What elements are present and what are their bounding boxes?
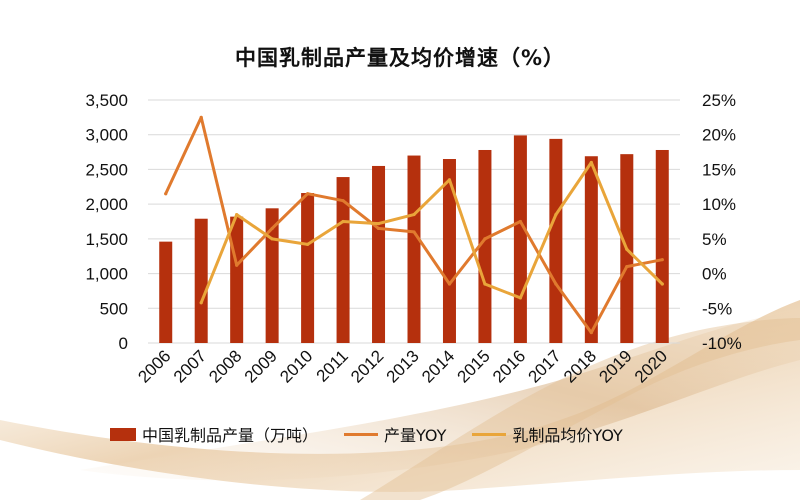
line-series <box>164 115 664 335</box>
left-axis-tick-label: 2,000 <box>85 195 128 214</box>
x-axis-tick-label: 2013 <box>383 346 423 386</box>
right-axis-tick-label: 15% <box>702 160 736 179</box>
bar <box>407 155 421 343</box>
bar <box>655 149 669 343</box>
background-decoration <box>0 300 800 500</box>
point-price-yoy <box>660 282 664 286</box>
left-axis-tick-label: 3,000 <box>85 126 128 145</box>
x-axis-tick-label: 2016 <box>489 346 529 386</box>
bar <box>230 216 244 343</box>
bar <box>336 177 350 343</box>
point-price-yoy <box>376 221 381 226</box>
bar <box>584 156 598 343</box>
x-axis-tick-label: 2008 <box>205 346 245 386</box>
right-axis-tick-label: 20% <box>702 126 736 145</box>
x-axis-tick-label: 2014 <box>418 346 458 386</box>
point-production-yoy <box>554 282 558 286</box>
x-axis-tick-label: 2015 <box>454 346 494 386</box>
legend-swatch-bar <box>110 427 136 441</box>
point-production-yoy <box>341 199 345 203</box>
x-axis-tick-label: 2007 <box>170 346 210 386</box>
point-production-yoy <box>589 330 593 335</box>
point-production-yoy <box>270 226 274 231</box>
point-price-yoy <box>235 212 239 217</box>
legend-label-price-yoy: 乳制品均价YOY <box>512 426 623 445</box>
legend-item-production-yoy: 产量YOY <box>344 422 446 446</box>
legend: 中国乳制品产量（万吨） 产量YOY 乳制品均价YOY <box>110 422 623 446</box>
point-production-yoy <box>625 265 629 269</box>
left-axis-tick-label: 0 <box>119 334 128 353</box>
bar <box>265 208 279 343</box>
point-price-yoy <box>625 247 629 251</box>
legend-label-production: 中国乳制品产量（万吨） <box>142 426 319 445</box>
left-axis-tick-label: 1,000 <box>85 265 128 284</box>
x-axis-tick-label: 2006 <box>134 346 174 386</box>
bar <box>301 193 315 343</box>
bar <box>478 149 492 343</box>
point-production-yoy <box>199 115 203 119</box>
right-axis-tick-label: -10% <box>702 334 742 353</box>
point-production-yoy <box>235 263 239 267</box>
right-axis-tick-label: -5% <box>702 299 732 318</box>
line-price-yoy <box>199 161 664 305</box>
point-production-yoy <box>518 219 523 224</box>
right-axis-tick-label: 10% <box>702 195 736 214</box>
point-price-yoy <box>589 160 593 165</box>
right-axis-ticks: -10% -5% 0% 5% 10% 15% 20% 25% <box>702 91 742 353</box>
right-axis-tick-label: 25% <box>702 91 736 110</box>
x-axis-tick-label: 2010 <box>276 346 316 386</box>
point-production-yoy <box>483 237 487 241</box>
x-axis-tick-label: 2009 <box>241 346 281 386</box>
legend-item-production: 中国乳制品产量（万吨） <box>110 422 318 446</box>
left-axis-tick-label: 2,500 <box>85 160 128 179</box>
bar <box>442 159 456 343</box>
right-axis-tick-label: 0% <box>702 265 727 284</box>
point-production-yoy <box>447 282 452 286</box>
point-production-yoy <box>306 192 310 196</box>
chart-title: 中国乳制品产量及均价增速（%） <box>234 46 566 70</box>
bar <box>513 135 527 343</box>
point-production-yoy <box>376 226 381 231</box>
legend-swatch-line-2 <box>472 432 507 436</box>
left-axis-ticks: 0 500 1,000 1,500 2,000 2,500 3,000 3,500 <box>85 91 128 353</box>
left-axis-tick-label: 1,500 <box>85 230 128 249</box>
point-price-yoy <box>270 237 274 241</box>
x-axis-tick-label: 2012 <box>347 346 387 386</box>
point-price-yoy <box>199 301 203 305</box>
point-production-yoy <box>412 230 416 234</box>
point-price-yoy <box>412 212 416 217</box>
left-axis-tick-label: 500 <box>100 299 128 318</box>
legend-swatch-line-1 <box>344 432 379 436</box>
point-price-yoy <box>518 296 523 300</box>
point-price-yoy <box>447 178 452 182</box>
point-price-yoy <box>483 282 487 286</box>
point-price-yoy <box>306 242 310 247</box>
point-price-yoy <box>554 212 558 217</box>
x-axis-tick-label: 2011 <box>313 346 352 385</box>
bar <box>549 138 563 343</box>
point-production-yoy <box>164 192 168 196</box>
bar <box>159 241 173 343</box>
left-axis-tick-label: 3,500 <box>85 91 128 110</box>
point-production-yoy <box>660 258 664 262</box>
legend-label-production-yoy: 产量YOY <box>384 426 447 445</box>
point-price-yoy <box>341 219 345 224</box>
right-axis-tick-label: 5% <box>702 230 727 249</box>
bar <box>372 165 386 343</box>
legend-item-price-yoy: 乳制品均价YOY <box>472 422 623 446</box>
bar <box>194 218 208 343</box>
